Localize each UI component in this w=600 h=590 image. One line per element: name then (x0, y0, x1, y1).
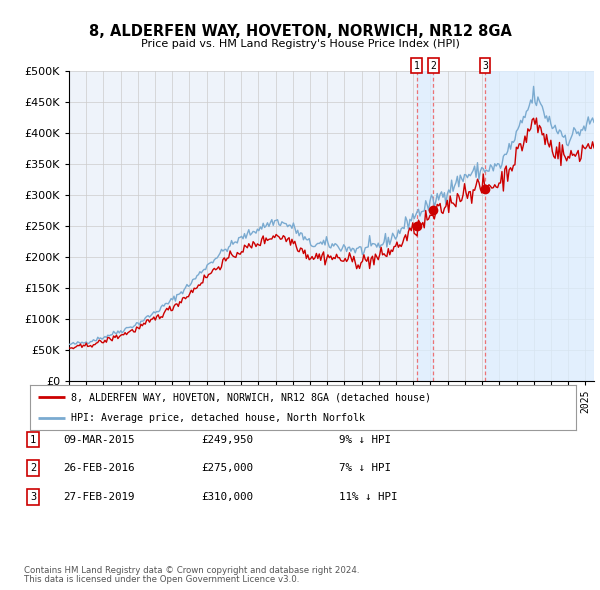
Text: 9% ↓ HPI: 9% ↓ HPI (339, 435, 391, 444)
Text: 11% ↓ HPI: 11% ↓ HPI (339, 492, 397, 502)
Text: 27-FEB-2019: 27-FEB-2019 (63, 492, 134, 502)
Text: 8, ALDERFEN WAY, HOVETON, NORWICH, NR12 8GA (detached house): 8, ALDERFEN WAY, HOVETON, NORWICH, NR12 … (71, 392, 431, 402)
Text: £275,000: £275,000 (201, 463, 253, 473)
Text: 2: 2 (30, 463, 36, 473)
Text: 3: 3 (482, 61, 488, 71)
Text: 1: 1 (30, 435, 36, 444)
Text: Contains HM Land Registry data © Crown copyright and database right 2024.: Contains HM Land Registry data © Crown c… (24, 566, 359, 575)
Text: 1: 1 (413, 61, 419, 71)
Bar (416, 71, 433, 381)
Text: £249,950: £249,950 (201, 435, 253, 444)
Text: 2: 2 (430, 61, 436, 71)
Text: 7% ↓ HPI: 7% ↓ HPI (339, 463, 391, 473)
Text: 8, ALDERFEN WAY, HOVETON, NORWICH, NR12 8GA: 8, ALDERFEN WAY, HOVETON, NORWICH, NR12 … (89, 24, 511, 38)
Bar (485, 71, 594, 381)
Text: HPI: Average price, detached house, North Norfolk: HPI: Average price, detached house, Nort… (71, 412, 365, 422)
Text: Price paid vs. HM Land Registry's House Price Index (HPI): Price paid vs. HM Land Registry's House … (140, 39, 460, 49)
Text: 09-MAR-2015: 09-MAR-2015 (63, 435, 134, 444)
Text: 26-FEB-2016: 26-FEB-2016 (63, 463, 134, 473)
Text: £310,000: £310,000 (201, 492, 253, 502)
Text: This data is licensed under the Open Government Licence v3.0.: This data is licensed under the Open Gov… (24, 575, 299, 584)
Text: 3: 3 (30, 492, 36, 502)
